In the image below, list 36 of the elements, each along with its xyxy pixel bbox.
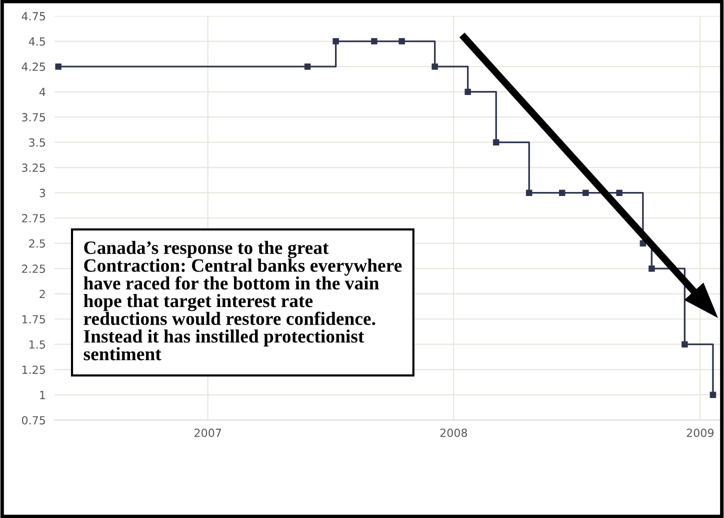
y-tick-label: 2.75 xyxy=(22,214,45,222)
point xyxy=(304,63,311,70)
point xyxy=(558,190,566,196)
point xyxy=(55,63,62,70)
y-tick-label: 1 xyxy=(40,390,45,400)
point xyxy=(398,38,405,44)
y-tick-label: 1.5 xyxy=(30,340,45,349)
y-tick-label: 2.5 xyxy=(29,239,45,248)
y-tick-label: 2.25 xyxy=(22,264,45,273)
point xyxy=(464,88,471,95)
point xyxy=(582,190,589,196)
y-tick-label: 4.5 xyxy=(28,37,45,46)
x-tick-label: 2009 xyxy=(686,428,714,438)
y-tick-label: 4.25 xyxy=(22,62,45,71)
y-tick-label: 4 xyxy=(39,88,46,96)
point xyxy=(616,190,622,196)
point xyxy=(332,38,339,44)
point xyxy=(432,63,438,70)
point xyxy=(526,190,532,196)
point xyxy=(648,265,655,272)
point xyxy=(492,139,500,146)
y-tick-label: 0.75 xyxy=(22,416,45,424)
y-tick-label: 3.75 xyxy=(22,113,45,122)
y-tick-label: 1.25 xyxy=(22,366,45,374)
y-tick-label: 3.25 xyxy=(22,164,45,172)
y-tick-label: 2 xyxy=(40,290,45,298)
point xyxy=(710,392,716,398)
point xyxy=(682,341,688,348)
y-tick-label: 1.75 xyxy=(22,315,45,324)
x-tick-label: 2007 xyxy=(194,428,222,438)
point xyxy=(371,38,378,44)
y-tick-label: 3.5 xyxy=(29,138,45,147)
y-tick-label: 4.75 xyxy=(22,12,45,20)
y-tick-label: 3 xyxy=(40,188,46,198)
x-tick-label: 2008 xyxy=(440,428,468,438)
annotation: Canada’s response to the great Contraction: Central banks everywhere have raced for the bottom in the vain hope that target interest rate reductions would restore confidence. Instead it has instilled protectionist sentiment xyxy=(84,240,402,360)
